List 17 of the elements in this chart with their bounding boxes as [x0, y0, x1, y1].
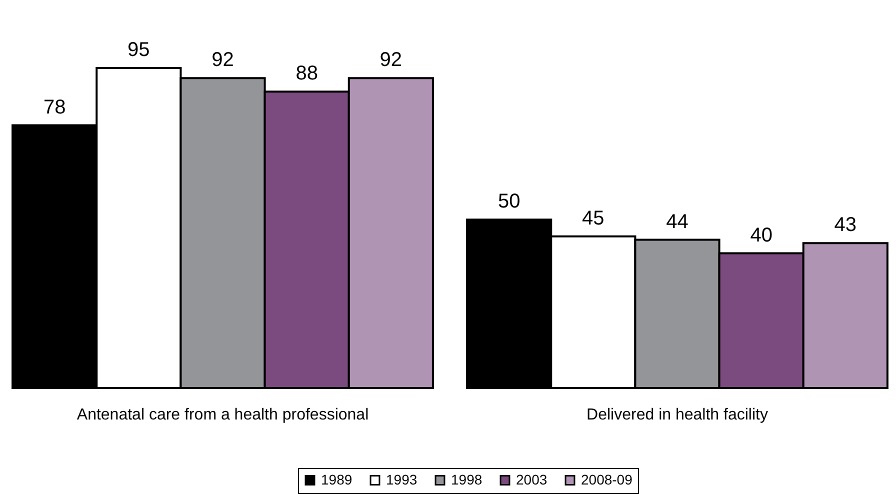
data-label: 92 [380, 49, 402, 72]
data-label: 50 [498, 190, 520, 213]
data-label: 92 [212, 49, 234, 72]
data-label: 78 [43, 96, 66, 118]
data-label: 45 [582, 207, 604, 230]
x-tick-label: Antenatal care from a health professional [76, 406, 369, 424]
legend-label: 1989 [321, 471, 352, 488]
data-label: 88 [296, 62, 318, 85]
data-label: 40 [750, 224, 772, 246]
legend-label: 1993 [386, 471, 418, 488]
data-label: 95 [128, 39, 150, 61]
x-tick-label: Delivered in health facility [586, 406, 768, 424]
data-label: 44 [666, 210, 688, 233]
legend-label: 2003 [516, 471, 548, 488]
legend-label: 1998 [451, 471, 482, 488]
legend-label: 2008-09 [581, 471, 633, 488]
data-label: 43 [834, 214, 857, 236]
